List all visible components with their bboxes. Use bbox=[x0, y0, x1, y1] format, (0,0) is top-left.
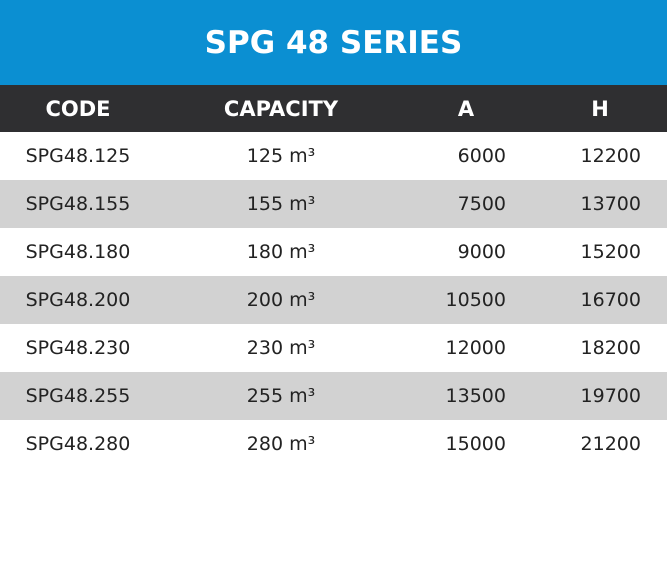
table-row: SPG48.280 280 m³ 15000 21200 bbox=[0, 420, 667, 468]
table-row: SPG48.155 155 m³ 7500 13700 bbox=[0, 180, 667, 228]
table-row: SPG48.255 255 m³ 13500 19700 bbox=[0, 372, 667, 420]
table-cell: SPG48.200 bbox=[25, 289, 131, 311]
table-cell: 155 m³ bbox=[246, 193, 316, 215]
column-header: CODE bbox=[45, 96, 111, 121]
column-header: CAPACITY bbox=[223, 96, 339, 121]
table-cell: 230 m³ bbox=[246, 337, 316, 359]
table-row: SPG48.125 125 m³ 6000 12200 bbox=[0, 132, 667, 180]
table-cell: 125 m³ bbox=[246, 145, 316, 167]
table-cell: SPG48.125 bbox=[25, 145, 131, 167]
table-cell: 200 m³ bbox=[246, 289, 316, 311]
table-cell: 180 m³ bbox=[246, 241, 316, 263]
table-row: SPG48.230 230 m³ 12000 18200 bbox=[0, 324, 667, 372]
table-cell: 13700 bbox=[580, 193, 641, 215]
table-cell: SPG48.280 bbox=[25, 433, 131, 455]
title: SPG 48 SERIES bbox=[0, 0, 667, 85]
table-row: SPG48.200 200 m³ 10500 16700 bbox=[0, 276, 667, 324]
table-row: SPG48.180 180 m³ 9000 15200 bbox=[0, 228, 667, 276]
table-cell: 19700 bbox=[580, 385, 641, 407]
table-cell: SPG48.180 bbox=[25, 241, 131, 263]
table-cell: SPG48.155 bbox=[25, 193, 131, 215]
table-cell: 15200 bbox=[580, 241, 641, 263]
table-cell: 12000 bbox=[445, 337, 506, 359]
table-cell: 18200 bbox=[580, 337, 641, 359]
table-cell: 7500 bbox=[457, 193, 506, 215]
table-cell: 10500 bbox=[445, 289, 506, 311]
table-cell: 13500 bbox=[445, 385, 506, 407]
table-cell: 9000 bbox=[457, 241, 506, 263]
column-header: H bbox=[591, 96, 609, 121]
table-cell: 16700 bbox=[580, 289, 641, 311]
table-cell: SPG48.230 bbox=[25, 337, 131, 359]
table-cell: 280 m³ bbox=[246, 433, 316, 455]
table-cell: 255 m³ bbox=[246, 385, 316, 407]
header-row: CODE CAPACITY A H bbox=[0, 85, 667, 132]
table-cell: 21200 bbox=[580, 433, 641, 455]
table-cell: 6000 bbox=[457, 145, 506, 167]
table-cell: 12200 bbox=[580, 145, 641, 167]
table-cell: SPG48.255 bbox=[25, 385, 131, 407]
column-header: A bbox=[457, 96, 475, 121]
table-cell: 15000 bbox=[445, 433, 506, 455]
